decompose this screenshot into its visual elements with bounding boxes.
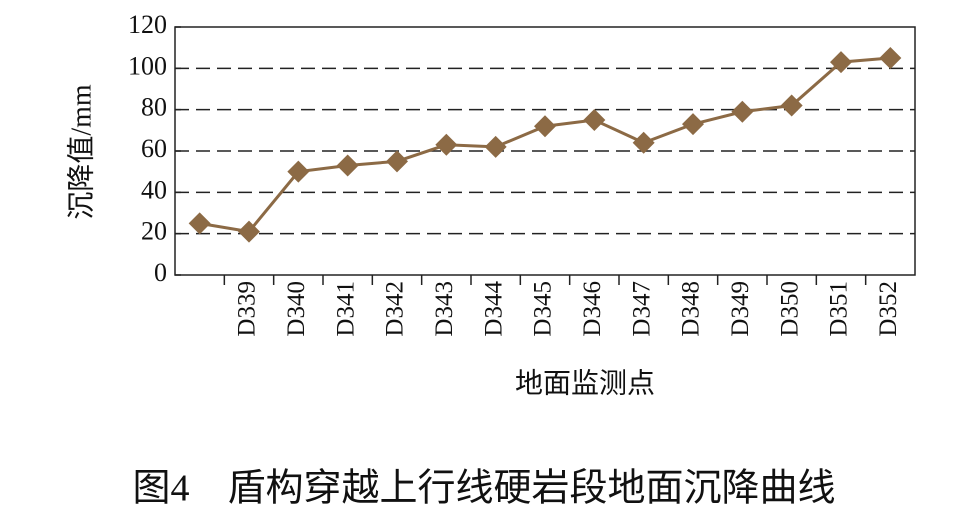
marker bbox=[780, 94, 803, 117]
marker bbox=[583, 109, 606, 131]
marker bbox=[830, 51, 852, 74]
y-tick-label: 100 bbox=[128, 51, 167, 80]
x-tick-label: D347 bbox=[628, 281, 655, 337]
x-tick-label: D351 bbox=[826, 281, 853, 337]
x-tick-label: D340 bbox=[283, 281, 310, 337]
caption: 图4 盾构穿越上行线硬岩段地面沉降曲线 bbox=[132, 468, 835, 510]
marker bbox=[682, 113, 704, 136]
marker bbox=[484, 135, 507, 158]
marker bbox=[879, 47, 902, 69]
marker bbox=[435, 133, 458, 156]
x-tick-label: D343 bbox=[431, 281, 458, 337]
series-line bbox=[199, 56, 891, 234]
y-tick-label: 0 bbox=[154, 258, 167, 287]
y-tick-label: 120 bbox=[128, 10, 167, 39]
x-tick-label: D344 bbox=[480, 281, 507, 337]
y-tick-label: 40 bbox=[141, 175, 167, 204]
x-tick-label: D345 bbox=[530, 281, 557, 337]
y-tick-label: 80 bbox=[141, 93, 167, 122]
x-tick-label: D342 bbox=[382, 281, 409, 337]
x-axis-title: 地面监测点 bbox=[515, 367, 655, 399]
x-tick-label: D346 bbox=[579, 281, 606, 337]
marker bbox=[731, 100, 754, 123]
marker bbox=[534, 115, 556, 138]
x-tick-label: D349 bbox=[727, 281, 754, 337]
marker bbox=[386, 150, 408, 173]
x-tick-label: D339 bbox=[234, 281, 261, 337]
x-tick-label: D352 bbox=[875, 281, 902, 337]
x-tick-label: D348 bbox=[678, 281, 705, 337]
y-tick-label: 60 bbox=[141, 134, 167, 163]
marker bbox=[287, 160, 310, 183]
y-tick-label: 20 bbox=[141, 217, 167, 246]
marker bbox=[238, 220, 260, 243]
y-axis-title: 沉降值/mm bbox=[65, 84, 97, 220]
marker bbox=[188, 212, 211, 235]
marker bbox=[336, 154, 359, 177]
marker bbox=[632, 131, 655, 154]
x-tick-label: D341 bbox=[332, 281, 359, 337]
x-tick-label: D350 bbox=[776, 281, 803, 337]
